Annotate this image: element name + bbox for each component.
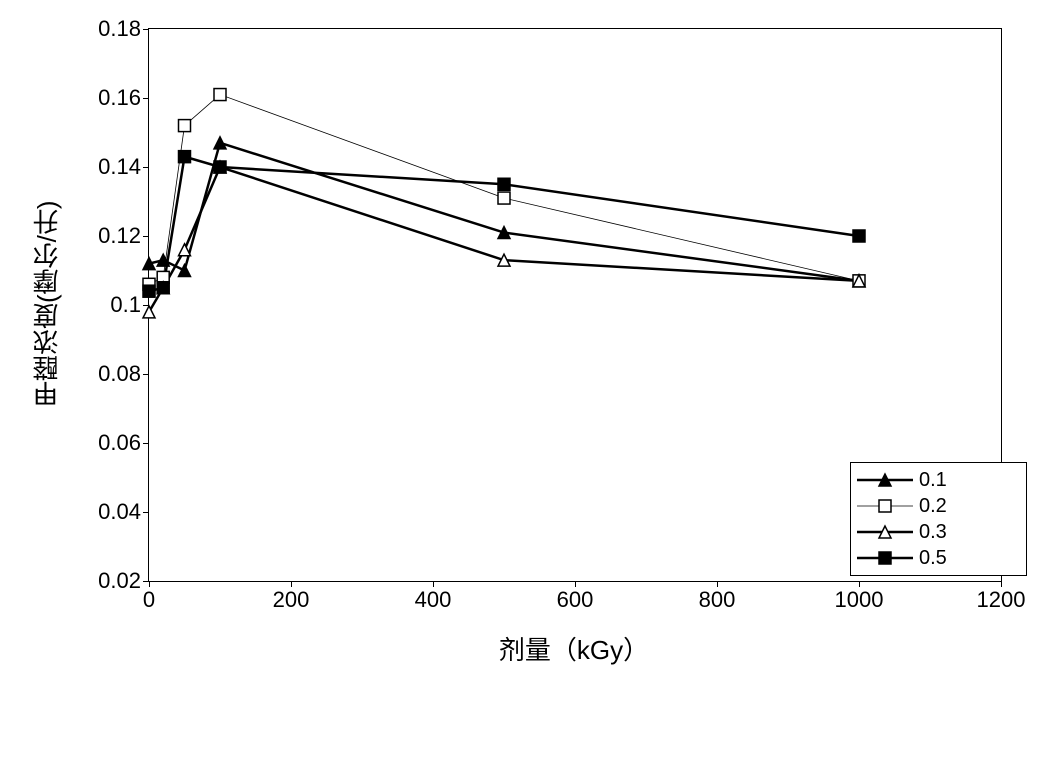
y-tick-label: 0.06 bbox=[98, 430, 149, 456]
legend-item: 0.1 bbox=[857, 467, 1020, 493]
chart-container: 甲醛浓度(摩尔/升) 剂量（kGy） 0.020.040.060.080.10.… bbox=[0, 0, 1063, 771]
y-axis-label: 甲醛浓度(摩尔/升) bbox=[28, 174, 65, 434]
legend-label: 0.2 bbox=[919, 495, 947, 518]
x-tick-label: 0 bbox=[143, 581, 155, 613]
y-tick-label: 0.18 bbox=[98, 16, 149, 42]
x-tick-label: 1200 bbox=[977, 581, 1026, 613]
y-tick-label: 0.14 bbox=[98, 154, 149, 180]
x-tick-label: 1000 bbox=[835, 581, 884, 613]
y-tick-label: 0.08 bbox=[98, 361, 149, 387]
y-tick-label: 0.16 bbox=[98, 85, 149, 111]
legend: 0.1 0.2 0.3 0.5 bbox=[850, 462, 1027, 576]
x-axis-label: 剂量（kGy） bbox=[474, 630, 674, 667]
x-tick-label: 200 bbox=[273, 581, 310, 613]
legend-item: 0.3 bbox=[857, 519, 1020, 545]
legend-label: 0.5 bbox=[919, 547, 947, 570]
legend-item: 0.5 bbox=[857, 545, 1020, 571]
x-tick-label: 800 bbox=[699, 581, 736, 613]
y-tick-label: 0.12 bbox=[98, 223, 149, 249]
y-tick-label: 0.02 bbox=[98, 568, 149, 594]
legend-swatch bbox=[857, 496, 913, 516]
legend-label: 0.3 bbox=[919, 521, 947, 544]
legend-item: 0.2 bbox=[857, 493, 1020, 519]
legend-swatch bbox=[857, 548, 913, 568]
y-tick-label: 0.04 bbox=[98, 499, 149, 525]
x-tick-label: 400 bbox=[415, 581, 452, 613]
x-tick-label: 600 bbox=[557, 581, 594, 613]
legend-label: 0.1 bbox=[919, 469, 947, 492]
legend-swatch bbox=[857, 522, 913, 542]
legend-swatch bbox=[857, 470, 913, 490]
y-tick-label: 0.1 bbox=[110, 292, 149, 318]
